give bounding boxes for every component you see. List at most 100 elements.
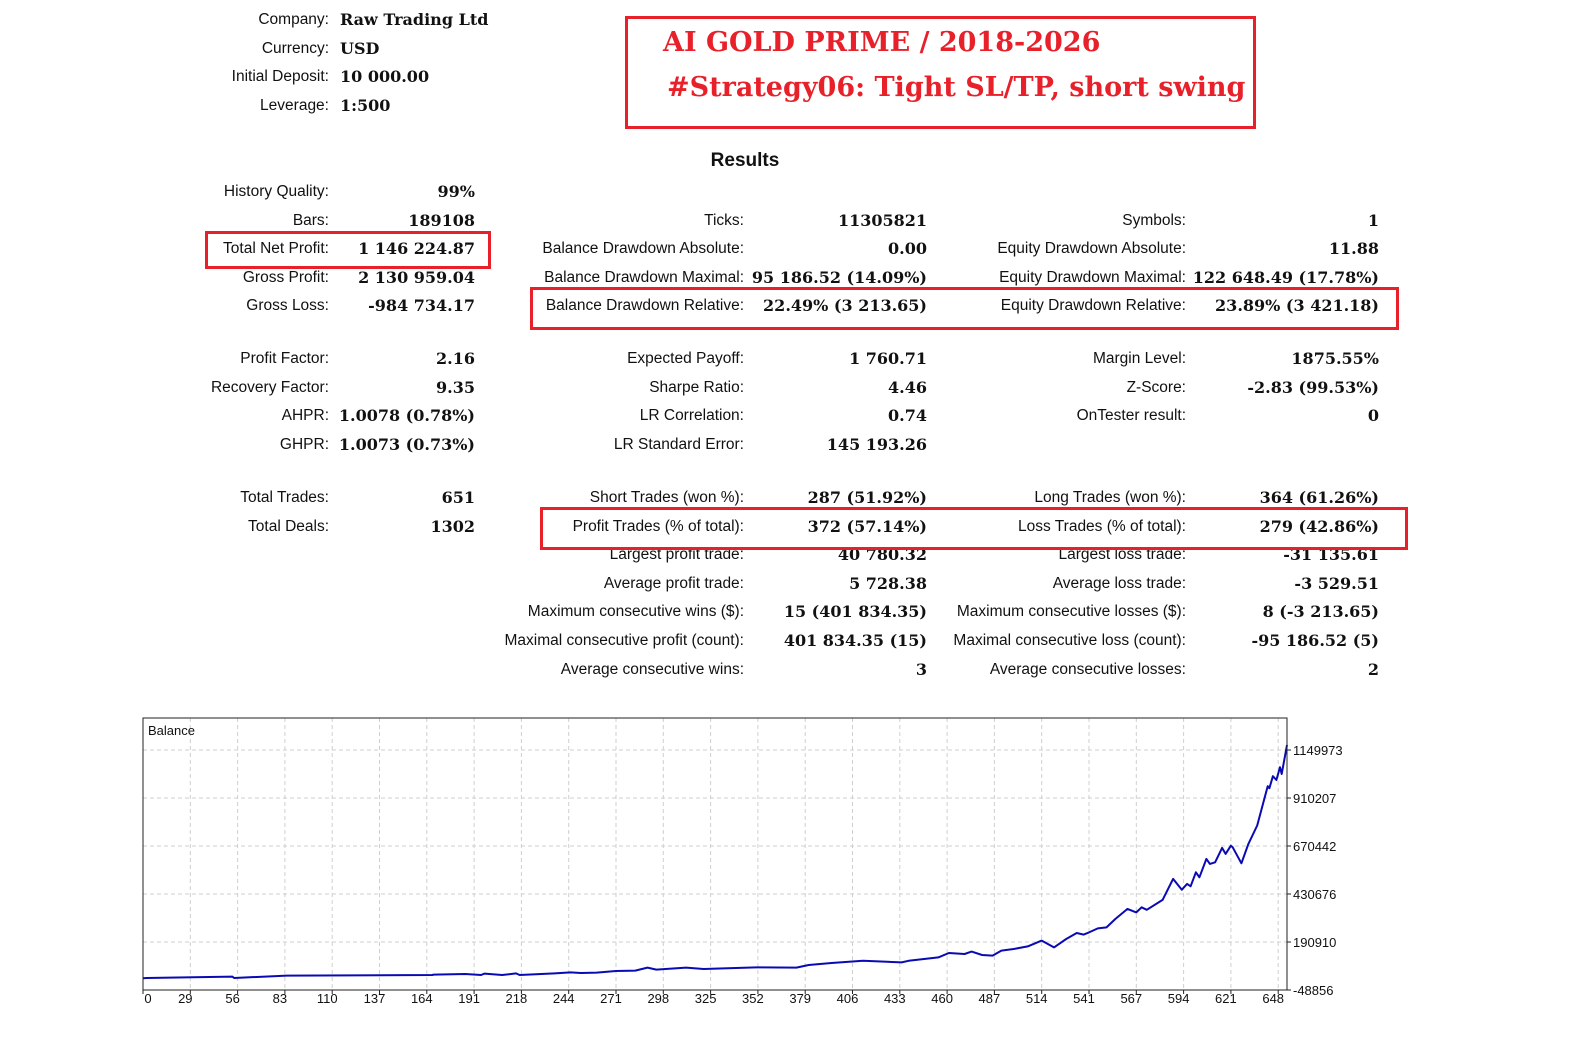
stat-label: Maximal consecutive profit (count): <box>504 632 744 649</box>
stat-label: Profit Trades (% of total): <box>572 517 744 535</box>
header-label: Leverage: <box>260 96 329 114</box>
stat-value: 1875.55% <box>1291 349 1379 368</box>
x-tick-label: 567 <box>1120 991 1142 1006</box>
title-box <box>625 16 1256 129</box>
stat-label: Balance Drawdown Maximal: <box>544 268 744 286</box>
stat-label: Largest profit trade: <box>609 546 744 564</box>
stat-label: Balance Drawdown Relative: <box>545 297 744 315</box>
stat-value: 4.46 <box>888 377 927 397</box>
stat-value: 2 130 959.04 <box>358 267 475 287</box>
stat-value: 279 (42.86%) <box>1259 516 1379 536</box>
header-label: Currency: <box>261 39 329 57</box>
x-tick-label: 29 <box>178 991 192 1006</box>
x-tick-label: 164 <box>411 991 433 1006</box>
x-tick-label: 460 <box>931 991 953 1006</box>
stat-value: 1.0078 (0.78%) <box>338 406 475 426</box>
y-tick-label: -48856 <box>1293 983 1333 998</box>
header-value: 1:500 <box>340 95 391 115</box>
stat-value: 1302 <box>430 516 475 536</box>
chart-title: Balance <box>148 723 195 738</box>
x-tick-label: 83 <box>273 991 287 1006</box>
stat-label: Profit Factor: <box>240 350 329 367</box>
highlight-profit-loss-trades <box>540 507 1408 550</box>
stat-label: Equity Drawdown Absolute: <box>997 240 1186 258</box>
stat-label: Maximum consecutive wins ($): <box>527 603 744 621</box>
stat-label: Bars: <box>292 211 329 229</box>
stat-value: 651 <box>441 488 475 507</box>
stat-label: Maximal consecutive loss (count): <box>953 632 1186 649</box>
stat-value: 1 <box>1367 210 1379 230</box>
stat-label: Gross Loss: <box>246 297 329 315</box>
stat-label: Short Trades (won %): <box>589 489 744 506</box>
header-value: Raw Trading Ltd <box>340 10 489 29</box>
stat-label: Loss Trades (% of total): <box>1018 517 1186 535</box>
title-line-2: #Strategy06: Tight SL/TP, short swing <box>667 72 1246 103</box>
stat-label: Margin Level: <box>1092 350 1186 367</box>
stat-value: 2 <box>1367 659 1379 679</box>
stat-label: Total Net Profit: <box>223 240 329 258</box>
stat-label: Z-Score: <box>1126 378 1186 396</box>
stat-label: History Quality: <box>223 183 329 200</box>
header-value: USD <box>340 38 380 58</box>
stat-label: LR Correlation: <box>639 407 744 425</box>
stat-label: Expected Payoff: <box>627 350 744 367</box>
stat-value: -95 186.52 (5) <box>1251 631 1379 650</box>
stat-label: Total Trades: <box>240 489 329 506</box>
stat-value: 11305821 <box>837 210 927 230</box>
stat-value: 2.16 <box>436 349 475 368</box>
stat-label: Maximum consecutive losses ($): <box>956 603 1186 621</box>
x-tick-label: 433 <box>884 991 906 1006</box>
stat-label: Recovery Factor: <box>210 378 329 396</box>
stat-label: Gross Profit: <box>242 268 329 286</box>
highlight-drawdown-relative <box>530 287 1399 330</box>
stat-value: 401 834.35 (15) <box>783 631 927 650</box>
x-tick-label: 110 <box>317 991 338 1006</box>
x-tick-label: 406 <box>837 991 859 1006</box>
stat-value: 22.49% (3 213.65) <box>763 296 927 316</box>
stat-label: Total Deals: <box>248 517 329 535</box>
stat-label: Ticks: <box>704 211 744 229</box>
stat-label: GHPR: <box>279 435 329 453</box>
stat-value: 122 648.49 (17.78%) <box>1192 267 1379 287</box>
x-tick-label: 379 <box>789 991 811 1006</box>
x-tick-label: 244 <box>553 991 575 1006</box>
plot-area <box>143 718 1287 990</box>
header-label: Initial Deposit: <box>231 68 329 86</box>
stat-label: Average profit trade: <box>603 574 744 592</box>
stat-label: Symbols: <box>1122 211 1186 229</box>
stat-value: 1 760.71 <box>849 349 927 368</box>
stat-value: 372 (57.14%) <box>807 516 927 536</box>
stat-label: Average consecutive wins: <box>560 660 744 678</box>
stat-value: 23.89% (3 421.18) <box>1215 296 1379 316</box>
y-tick-label: 430676 <box>1293 887 1336 902</box>
stat-value: 364 (61.26%) <box>1259 488 1379 507</box>
stat-value: 5 728.38 <box>849 573 927 593</box>
stat-label: Sharpe Ratio: <box>649 378 744 396</box>
x-tick-label: 56 <box>225 991 239 1006</box>
stat-value: 8 (-3 213.65) <box>1262 602 1379 622</box>
header-label: Company: <box>258 11 329 28</box>
stat-value: -3 529.51 <box>1294 573 1379 593</box>
stat-value: 145 193.26 <box>826 434 927 454</box>
stat-value: 0.00 <box>888 239 927 259</box>
stat-value: 1 146 224.87 <box>358 239 475 259</box>
x-tick-label: 514 <box>1026 991 1048 1006</box>
stat-value: 95 186.52 (14.09%) <box>751 267 927 287</box>
highlight-net-profit <box>205 231 491 269</box>
stat-value: -2.83 (99.53%) <box>1247 377 1379 397</box>
stat-label: Average consecutive losses: <box>989 660 1186 678</box>
stat-value: 0 <box>1367 406 1379 426</box>
x-tick-label: 325 <box>695 991 717 1006</box>
stat-label: LR Standard Error: <box>613 435 744 453</box>
x-tick-label: 298 <box>647 991 669 1006</box>
stat-value: 15 (401 834.35) <box>783 602 927 622</box>
x-tick-label: 621 <box>1215 991 1237 1006</box>
y-tick-label: 910207 <box>1293 791 1336 806</box>
x-tick-label: 137 <box>364 991 386 1006</box>
x-tick-label: 271 <box>600 991 622 1006</box>
stat-label: Long Trades (won %): <box>1034 489 1186 506</box>
stat-label: AHPR: <box>281 407 329 425</box>
title-line-1: AI GOLD PRIME / 2018-2026 <box>663 27 1101 58</box>
x-tick-label: 218 <box>506 991 528 1006</box>
stat-label: Average loss trade: <box>1052 574 1186 592</box>
